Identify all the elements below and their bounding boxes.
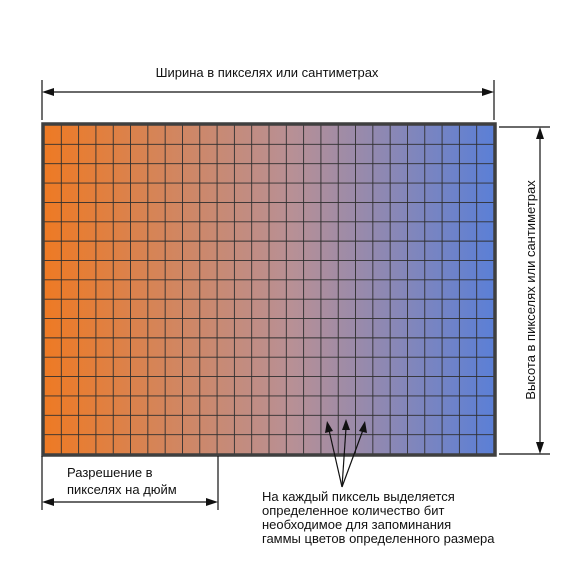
grid-lines [44,125,494,454]
pixel-note-line4: гаммы цветов определенного размера [262,531,495,546]
resolution-label-line2: пикселях на дюйм [67,482,177,497]
width-dimension: Ширина в пикселях или сантиметрах [41,65,495,120]
pixel-note: На каждый пиксель выделяется определенно… [262,489,495,546]
resolution-arrow-left [42,498,54,506]
pointer-line-3 [341,429,364,488]
resolution-label-line1: Разрешение в [67,465,153,480]
pixel-note-line3: необходимое для запоминания [262,517,451,532]
height-arrow-bottom [536,442,544,454]
pointer-arrow-2 [342,419,350,430]
height-dimension: Высота в пикселях или сантиметрах [499,126,550,455]
pixel-pointers [325,419,367,488]
grid-frame [41,122,497,457]
pointer-arrow-1 [325,421,333,433]
pixel-note-line1: На каждый пиксель выделяется [262,489,455,504]
height-arrow-top [536,127,544,139]
pointer-line-2 [341,427,347,488]
pixel-note-line2: определенное количество бит [262,503,444,518]
width-arrow-right [482,88,494,96]
resolution-arrow-right [206,498,218,506]
pointer-line-1 [328,429,343,488]
resolution-dimension: Разрешение в пикселях на дюйм [41,456,219,510]
pointer-arrow-3 [359,421,367,433]
height-label: Высота в пикселях или сантиметрах [523,180,538,400]
width-label: Ширина в пикселях или сантиметрах [156,65,379,80]
pixel-grid [41,122,497,457]
width-arrow-left [42,88,54,96]
